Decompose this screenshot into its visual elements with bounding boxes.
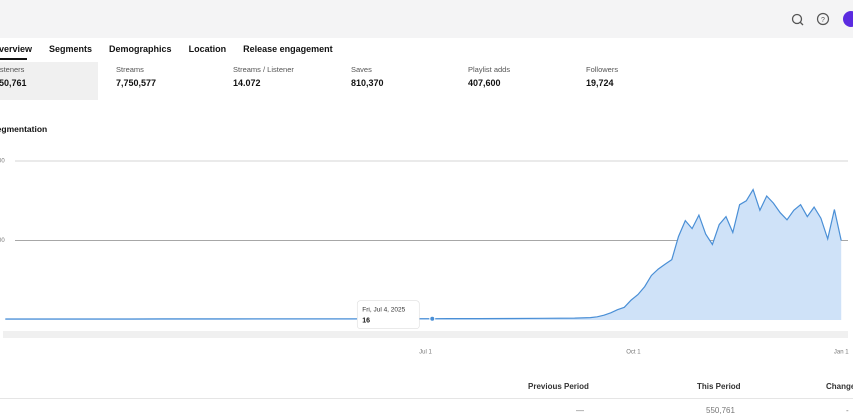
stat-card[interactable]: Streams / Listener 14.072 [233,62,294,100]
stat-label: Streams / Listener [233,65,294,74]
table-header: This Period [697,382,741,391]
tab[interactable]: Segments [49,44,93,54]
tooltip-marker [429,315,436,322]
avatar[interactable] [843,11,853,27]
stat-label: Playlist adds [468,65,511,74]
table-header: Previous Period [528,382,589,391]
tab[interactable]: Overview [0,44,33,54]
stat-label: Followers [586,65,619,74]
x-tick-label: Jan 1 [834,350,849,356]
tab[interactable]: Location [188,44,227,54]
tooltip: Fri, Jul 4, 2025 16 [356,300,420,330]
tab[interactable]: Demographics [109,44,172,54]
stat-value: 7,750,577 [116,78,157,88]
tab-indicator [0,58,27,60]
tooltip-value: 16 [362,318,370,325]
search-icon[interactable] [791,13,803,25]
stat-value: 810,370 [351,78,384,88]
stat-card[interactable]: Streams 7,750,577 [116,62,156,100]
stat-card[interactable]: Saves 810,370 [351,62,384,100]
stat-label: Streams [116,65,144,74]
area-line [5,188,842,320]
toolbar-icons: ? [791,11,853,27]
area-fill [5,189,842,320]
x-tick-label: Oct 1 [626,350,641,356]
y-tick-label: 00 [0,159,5,165]
tabs: Overview Segments Demographics Location … [0,44,333,54]
tab[interactable]: Release engagement [243,44,333,54]
svg-text:?: ? [821,17,825,24]
section-title: Segmentation [0,124,48,134]
stat-value: 19,724 [586,78,614,88]
y-tick-label: 00 [0,238,5,244]
stat-value: 550,761 [0,78,27,88]
stat-value: 407,600 [468,78,501,88]
stat-value: 14.072 [233,78,261,88]
scroll-track [3,331,848,338]
table-header: Change [826,382,853,391]
table-divider [0,398,853,399]
top-bar: ? [0,0,853,38]
help-icon[interactable] [816,12,830,26]
table-cell: 550,761 [706,406,735,415]
stat-label: Saves [351,65,372,74]
table-cell: — [576,406,584,415]
chart: 00 00 Jul 1 Oct 1 Jan 1 Fri, Jul 4, 2025 16 [0,159,849,356]
tooltip-box [356,300,420,330]
stat-card[interactable]: Followers 19,724 [586,62,618,100]
stat-card[interactable]: Listeners 550,761 [0,62,98,100]
table-cell: - [846,406,849,415]
stat-label: Listeners [0,65,25,74]
x-tick-label: Jul 1 [419,350,432,356]
stat-card[interactable]: Playlist adds 407,600 [468,62,510,100]
tooltip-label: Fri, Jul 4, 2025 [362,306,405,313]
